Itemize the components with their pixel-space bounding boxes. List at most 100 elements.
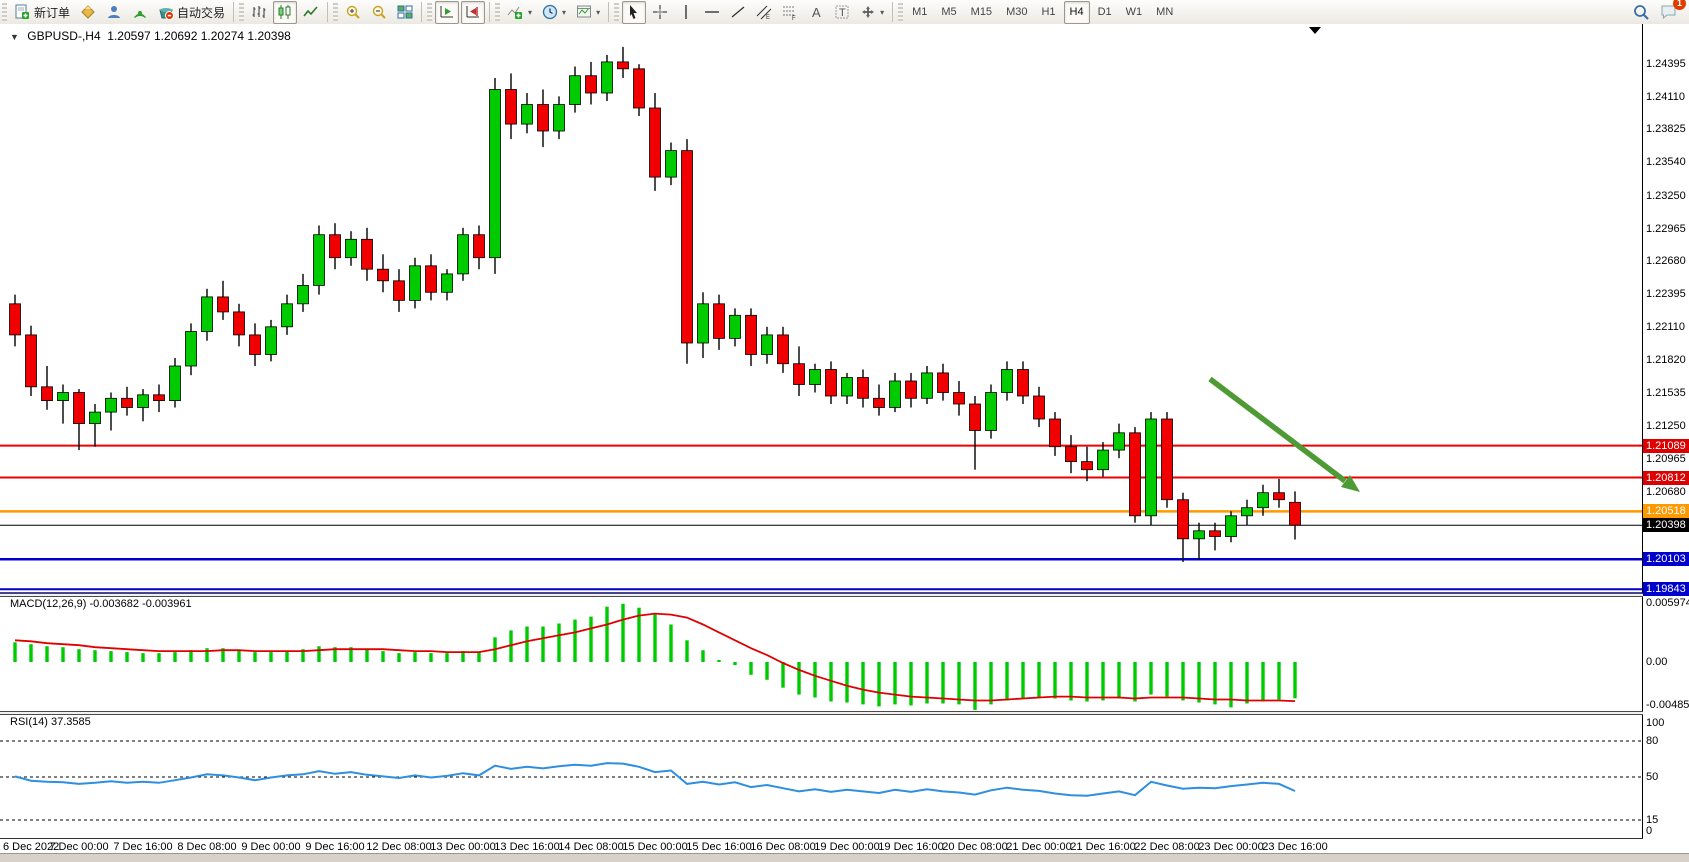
toolbar-grip[interactable] bbox=[333, 3, 339, 21]
time-label: 21 Dec 00:00 bbox=[1006, 841, 1072, 853]
chart-shift-button[interactable] bbox=[461, 0, 486, 24]
horizontal-scrollbar[interactable] bbox=[0, 853, 1689, 862]
rsi-pane[interactable] bbox=[0, 715, 1689, 838]
price-tick-1.21820: 1.21820 bbox=[1646, 354, 1686, 367]
indicators-icon bbox=[507, 4, 524, 20]
autotrading-button-label: 自动交易 bbox=[177, 5, 226, 20]
timeframe-h1-button[interactable]: H1 bbox=[1041, 6, 1056, 18]
chart-title: ▼ GBPUSD-,H4 1.20597 1.20692 1.20274 1.2… bbox=[10, 29, 291, 43]
candlestick-chart-icon bbox=[277, 4, 293, 20]
time-label: 22 Dec 08:00 bbox=[1134, 841, 1200, 853]
timeframe-h4-button[interactable]: H4 bbox=[1063, 0, 1090, 24]
new-order-button[interactable]: 新订单 bbox=[10, 1, 74, 24]
rsi-indicator-label: RSI(14) 37.3585 bbox=[10, 716, 91, 728]
timeframe-m5-button[interactable]: M5 bbox=[941, 6, 957, 18]
toolbar-grip[interactable] bbox=[2, 3, 7, 21]
community-button[interactable] bbox=[102, 1, 126, 24]
crystal-button[interactable] bbox=[76, 1, 100, 24]
periods-button[interactable]: ▾ bbox=[538, 1, 570, 24]
timeframe-m30-button[interactable]: M30 bbox=[1006, 6, 1028, 18]
chart-shift-marker-icon[interactable] bbox=[1309, 27, 1321, 34]
crosshair-icon bbox=[652, 4, 668, 20]
main-chart-pane[interactable] bbox=[0, 24, 1689, 595]
autotrading-button[interactable]: 自动交易 bbox=[154, 1, 229, 24]
cursor-button[interactable] bbox=[622, 0, 647, 24]
candles bbox=[9, 46, 1301, 562]
chevron-down-icon[interactable]: ▾ bbox=[880, 7, 885, 17]
chevron-down-icon[interactable]: ▾ bbox=[596, 7, 601, 17]
bar-chart-button[interactable] bbox=[247, 1, 271, 24]
toolbar-grip[interactable] bbox=[614, 3, 620, 21]
time-label: 7 Dec 16:00 bbox=[113, 841, 173, 853]
toolbar-separator bbox=[421, 2, 423, 22]
rsi-svg[interactable] bbox=[0, 715, 1689, 838]
toolbar-grip[interactable] bbox=[495, 3, 501, 21]
text-icon: A bbox=[808, 4, 824, 20]
zoom-in-button[interactable] bbox=[341, 1, 365, 24]
toolbar-separator bbox=[892, 2, 894, 22]
rsi-tick-80: 80 bbox=[1646, 735, 1659, 747]
toolbar-grip[interactable] bbox=[239, 3, 245, 21]
signals-icon bbox=[132, 4, 148, 20]
price-tick-1.22680: 1.22680 bbox=[1646, 255, 1686, 268]
toolbar-grip[interactable] bbox=[427, 3, 433, 21]
tile-windows-button[interactable] bbox=[393, 1, 417, 24]
main-chart-svg[interactable] bbox=[0, 24, 1689, 595]
text-button[interactable]: A bbox=[804, 1, 828, 24]
notifications-button[interactable]: 1 bbox=[1656, 0, 1686, 24]
horizontal-line-button[interactable] bbox=[700, 1, 724, 24]
zoom-out-button[interactable] bbox=[367, 1, 391, 24]
chevron-down-icon[interactable]: ▾ bbox=[562, 7, 567, 17]
time-label: 20 Dec 08:00 bbox=[942, 841, 1008, 853]
cursor-icon bbox=[626, 4, 642, 20]
pane-splitter-rsi[interactable] bbox=[0, 711, 1689, 715]
timeframe-m15-button[interactable]: M15 bbox=[970, 6, 993, 18]
crosshair-button[interactable] bbox=[648, 1, 672, 24]
rsi-tick-50: 50 bbox=[1646, 771, 1659, 783]
trendline-button[interactable] bbox=[726, 1, 750, 24]
equidistant-channel-button[interactable]: E bbox=[752, 1, 776, 24]
rsi-line bbox=[14, 762, 1296, 797]
macd-svg[interactable] bbox=[0, 597, 1689, 711]
timeframe-d1-button[interactable]: D1 bbox=[1097, 6, 1112, 18]
search-button[interactable] bbox=[1628, 1, 1654, 24]
price-tick-1.20680: 1.20680 bbox=[1646, 485, 1686, 498]
auto-scroll-button[interactable] bbox=[435, 0, 460, 24]
rsi-tick-0: 0 bbox=[1646, 825, 1653, 837]
crystal-icon bbox=[80, 4, 96, 20]
auto-scroll-icon bbox=[439, 4, 455, 20]
timeframe-w1-button[interactable]: W1 bbox=[1125, 6, 1143, 18]
quick-trade-expander-icon[interactable]: ▼ bbox=[10, 32, 19, 42]
toolbar-separator bbox=[608, 2, 610, 22]
time-label: 15 Dec 16:00 bbox=[686, 841, 752, 853]
macd-pane[interactable] bbox=[0, 597, 1689, 711]
line-chart-button[interactable] bbox=[299, 1, 323, 24]
time-label: 9 Dec 00:00 bbox=[241, 841, 301, 853]
vertical-line-button[interactable] bbox=[674, 1, 698, 24]
text-label-button[interactable]: T bbox=[830, 1, 854, 24]
svg-text:F: F bbox=[792, 16, 796, 20]
candlestick-chart-button[interactable] bbox=[273, 0, 298, 24]
svg-text:A: A bbox=[812, 5, 821, 20]
price-badge-1.20398: 1.20398 bbox=[1643, 518, 1689, 533]
price-tick-1.21250: 1.21250 bbox=[1646, 420, 1686, 433]
toolbar-grip[interactable] bbox=[898, 3, 904, 21]
indicators-button[interactable]: ▾ bbox=[503, 1, 536, 24]
time-axis[interactable]: 6 Dec 2022 7 Dec 00:00 7 Dec 16:00 8 Dec 08… bbox=[0, 838, 1689, 854]
search-icon bbox=[1632, 3, 1650, 21]
trendline-icon bbox=[730, 4, 746, 20]
zoom-in-icon bbox=[345, 4, 361, 20]
down-trend-arrow[interactable] bbox=[1208, 376, 1360, 492]
timeframe-mn-button[interactable]: MN bbox=[1156, 6, 1174, 18]
time-label: 7 Dec 00:00 bbox=[49, 841, 109, 853]
pane-splitter-macd[interactable] bbox=[0, 593, 1689, 597]
chevron-down-icon[interactable]: ▾ bbox=[528, 7, 533, 17]
fibonacci-button[interactable]: F bbox=[778, 1, 802, 24]
price-tick-1.22965: 1.22965 bbox=[1646, 222, 1686, 235]
signals-button[interactable] bbox=[128, 1, 152, 24]
arrows-button[interactable]: ▾ bbox=[856, 1, 888, 24]
timeframe-m1-button[interactable]: M1 bbox=[912, 6, 928, 18]
templates-button[interactable]: ▾ bbox=[572, 1, 604, 24]
price-badge-1.21089: 1.21089 bbox=[1643, 438, 1689, 453]
